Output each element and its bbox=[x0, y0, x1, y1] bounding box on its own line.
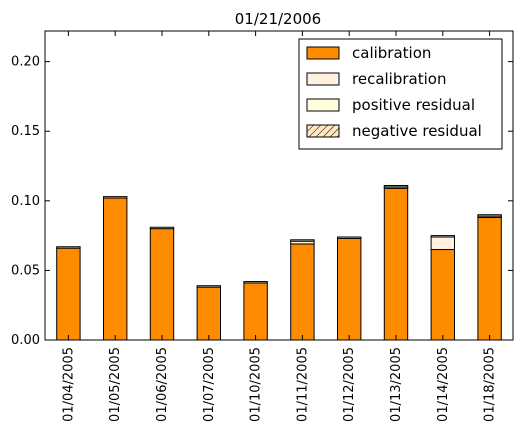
x-tick-label: 01/13/2005 bbox=[389, 347, 404, 422]
x-tick-label: 01/06/2005 bbox=[155, 347, 170, 422]
legend-swatch-positive-residual bbox=[306, 98, 340, 112]
bar-positive-residual-3 bbox=[196, 285, 222, 288]
bar-calibration-5 bbox=[290, 243, 315, 341]
bar-positive-residual-6 bbox=[337, 236, 362, 239]
x-tick-label: 01/11/2005 bbox=[295, 347, 310, 422]
legend-swatch-recalibration bbox=[306, 72, 340, 86]
y-tick-label: 0.20 bbox=[11, 55, 40, 70]
bar-positive-residual-1 bbox=[103, 196, 128, 199]
legend-label-recalibration: recalibration bbox=[352, 70, 446, 88]
x-tick-label: 01/05/2005 bbox=[108, 347, 123, 422]
y-tick-label: 0.05 bbox=[11, 263, 40, 278]
bar-calibration-9 bbox=[477, 217, 502, 341]
bar-calibration-6 bbox=[337, 237, 362, 341]
bar-calibration-7 bbox=[383, 187, 409, 341]
chart-title: 01/21/2006 bbox=[235, 10, 321, 28]
bar-calibration-2 bbox=[149, 228, 175, 341]
plot-frame bbox=[44, 30, 514, 341]
x-tick-label: 01/12/2005 bbox=[342, 347, 357, 422]
x-tick-label: 01/10/2005 bbox=[249, 347, 264, 422]
y-axis: 0.00 0.05 0.10 0.15 0.20 bbox=[11, 55, 513, 348]
plot-area bbox=[44, 30, 514, 341]
legend-label-positive-residual: positive residual bbox=[352, 96, 475, 114]
y-tick-label: 0.00 bbox=[11, 333, 40, 348]
legend-swatch-negative-residual bbox=[306, 124, 340, 138]
x-axis: 01/04/2005 01/05/2005 01/06/2005 01/07/2005… bbox=[61, 31, 498, 422]
legend: calibration recalibration positive residua… bbox=[298, 38, 503, 150]
bar-calibration-8 bbox=[430, 249, 456, 341]
bar-positive-residual-2 bbox=[149, 226, 175, 230]
bar-positive-residual-7 bbox=[383, 185, 409, 188]
bar-positive-residual-8 bbox=[430, 235, 456, 238]
x-tick-label: 01/14/2005 bbox=[436, 347, 451, 422]
bar-positive-residual-0 bbox=[56, 246, 81, 249]
x-tick-label: 01/04/2005 bbox=[61, 347, 76, 422]
bar-calibration-1 bbox=[103, 197, 128, 341]
legend-label-negative-residual: negative residual bbox=[352, 122, 482, 140]
legend-swatch-calibration bbox=[306, 46, 340, 60]
x-tick-label: 01/07/2005 bbox=[202, 347, 217, 422]
bar-positive-residual-5 bbox=[290, 239, 315, 242]
y-tick-label: 0.15 bbox=[11, 124, 40, 139]
bar-calibration-0 bbox=[56, 247, 81, 341]
bar-recalibration-8 bbox=[430, 236, 456, 251]
y-tick-label: 0.10 bbox=[11, 194, 40, 209]
legend-label-calibration: calibration bbox=[352, 44, 431, 62]
bar-calibration-3 bbox=[196, 286, 222, 341]
bar-positive-residual-4 bbox=[243, 281, 268, 284]
bar-positive-residual-9 bbox=[477, 214, 502, 217]
x-tick-label: 01/18/2005 bbox=[483, 347, 498, 422]
bar-calibration-4 bbox=[243, 282, 268, 341]
